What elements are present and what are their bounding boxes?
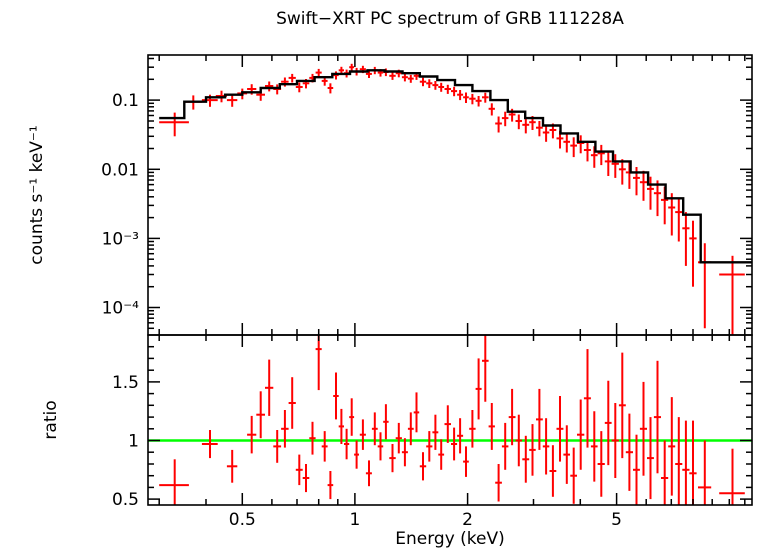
tick-label: 1.5 [112,373,139,393]
ratio-panel-box [147,334,753,506]
tick-label: 1 [128,432,139,452]
tick-labels: 0.5 1 2 5 0.1 0.01 10⁻³ 10⁻⁴ 0.5 1 1.5 [101,91,622,530]
axes [147,54,753,506]
model-line [159,69,752,264]
tick-label: 0.01 [101,160,139,180]
tick-label: 0.5 [112,490,139,510]
tick-label: 10⁻³ [102,229,139,249]
spectrum-panel-box [147,54,753,336]
ratio-data-points [159,335,745,505]
spectrum-data-points [159,63,745,335]
x-axis-label: Energy (keV) [395,529,505,549]
tick-label: 5 [611,510,622,530]
tick-label: 10⁻⁴ [102,299,140,319]
tick-label: 2 [462,510,473,530]
tick-label: 0.1 [112,91,139,111]
tick-label: 1 [349,510,360,530]
y-axis-label-ratio: ratio [41,400,61,439]
tick-label: 0.5 [229,510,256,530]
plot-generated-content: 0.5 1 2 5 0.1 0.01 10⁻³ 10⁻⁴ 0.5 1 1.5 [101,54,753,530]
y-axis-label-counts: counts s⁻¹ keV⁻¹ [27,125,47,264]
tick-marks [148,55,752,505]
plot-title: Swift−XRT PC spectrum of GRB 111228A [276,9,624,29]
